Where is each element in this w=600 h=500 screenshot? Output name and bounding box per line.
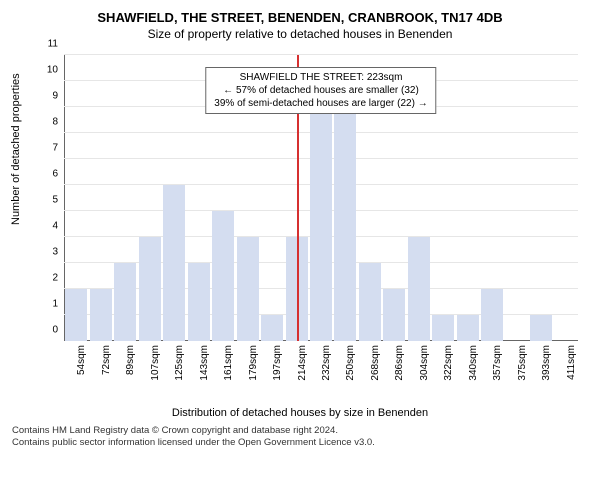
bar bbox=[65, 289, 87, 341]
x-tick-label: 89sqm bbox=[125, 345, 136, 375]
bar bbox=[457, 315, 479, 341]
bar bbox=[530, 315, 552, 341]
bar bbox=[212, 211, 234, 341]
bar bbox=[139, 237, 161, 341]
bar bbox=[90, 289, 112, 341]
x-tick-label: 250sqm bbox=[345, 345, 356, 381]
bar bbox=[432, 315, 454, 341]
annotation-line3: 39% of semi-detached houses are larger (… bbox=[214, 97, 427, 110]
y-tick-label: 0 bbox=[52, 325, 58, 336]
x-tick-label: 322sqm bbox=[443, 345, 454, 381]
y-tick-label: 8 bbox=[52, 117, 58, 128]
x-tick-label: 411sqm bbox=[566, 345, 577, 380]
chart-area: Number of detached properties 0123456789… bbox=[12, 45, 588, 405]
bar bbox=[408, 237, 430, 341]
chart-title: SHAWFIELD, THE STREET, BENENDEN, CRANBRO… bbox=[12, 10, 588, 25]
bar bbox=[237, 237, 259, 341]
x-tick-label: 393sqm bbox=[541, 345, 552, 381]
x-tick-label: 179sqm bbox=[248, 345, 259, 381]
y-tick-label: 5 bbox=[52, 195, 58, 206]
bar bbox=[383, 289, 405, 341]
plot-region: SHAWFIELD THE STREET: 223sqm ← 57% of de… bbox=[64, 55, 578, 341]
x-tick-label: 357sqm bbox=[492, 345, 503, 381]
bar bbox=[334, 107, 356, 341]
x-axis-label: Distribution of detached houses by size … bbox=[12, 407, 588, 419]
bar bbox=[261, 315, 283, 341]
bar bbox=[481, 289, 503, 341]
x-tick-label: 54sqm bbox=[76, 345, 87, 375]
x-tick-label: 197sqm bbox=[272, 345, 283, 381]
x-tick-label: 107sqm bbox=[150, 345, 161, 381]
y-tick-label: 2 bbox=[52, 273, 58, 284]
chart-container: SHAWFIELD, THE STREET, BENENDEN, CRANBRO… bbox=[0, 0, 600, 500]
bar bbox=[163, 185, 185, 341]
y-tick-label: 11 bbox=[48, 39, 58, 50]
x-tick-label: 143sqm bbox=[199, 345, 210, 381]
caption: Contains HM Land Registry data © Crown c… bbox=[12, 425, 588, 450]
y-tick-label: 1 bbox=[52, 299, 58, 310]
chart-subtitle: Size of property relative to detached ho… bbox=[12, 27, 588, 41]
x-tick-label: 375sqm bbox=[517, 345, 528, 381]
x-tick-label: 268sqm bbox=[370, 345, 381, 381]
annotation-line1: SHAWFIELD THE STREET: 223sqm bbox=[214, 71, 427, 84]
x-tick-label: 286sqm bbox=[394, 345, 405, 381]
x-tick-label: 340sqm bbox=[468, 345, 479, 381]
x-tick-label: 232sqm bbox=[321, 345, 332, 381]
x-tick-label: 161sqm bbox=[223, 345, 234, 381]
caption-line2: Contains public sector information licen… bbox=[12, 437, 588, 449]
y-ticks: 01234567891011 bbox=[12, 55, 62, 341]
bar bbox=[359, 263, 381, 341]
bar bbox=[114, 263, 136, 341]
y-tick-label: 7 bbox=[52, 143, 58, 154]
x-tick-label: 125sqm bbox=[174, 345, 185, 381]
y-tick-label: 4 bbox=[52, 221, 58, 232]
bar bbox=[310, 107, 332, 341]
y-tick-label: 10 bbox=[47, 65, 58, 76]
x-tick-label: 214sqm bbox=[297, 345, 308, 381]
y-tick-label: 6 bbox=[52, 169, 58, 180]
caption-line1: Contains HM Land Registry data © Crown c… bbox=[12, 425, 588, 437]
x-tick-label: 304sqm bbox=[419, 345, 430, 381]
y-tick-label: 3 bbox=[52, 247, 58, 258]
y-tick-label: 9 bbox=[52, 91, 58, 102]
bar bbox=[188, 263, 210, 341]
x-tick-label: 72sqm bbox=[101, 345, 112, 375]
annotation-line2: ← 57% of detached houses are smaller (32… bbox=[214, 84, 427, 97]
x-ticks: 54sqm 72sqm 89sqm 107sqm 125sqm 143sqm 161sqm 1… bbox=[64, 343, 578, 405]
annotation-box: SHAWFIELD THE STREET: 223sqm ← 57% of de… bbox=[205, 67, 436, 114]
